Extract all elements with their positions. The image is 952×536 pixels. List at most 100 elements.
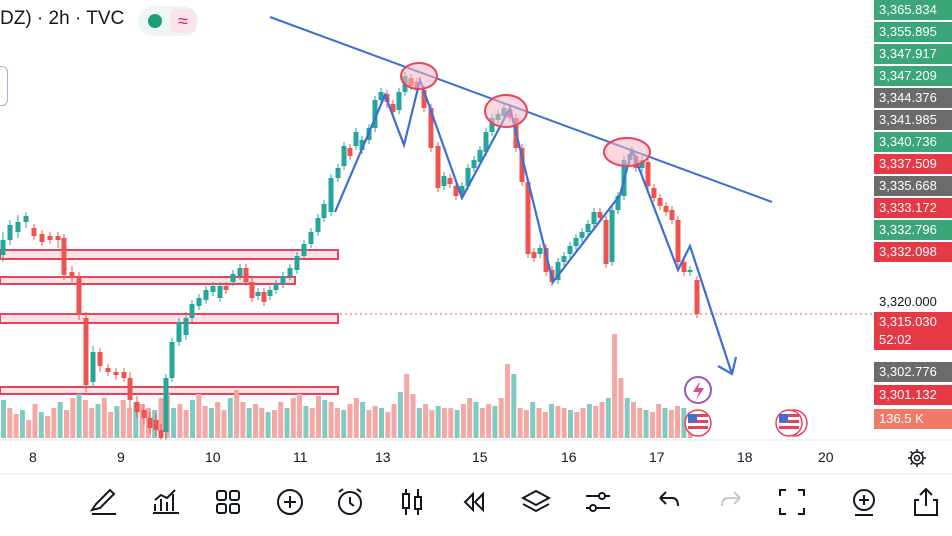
volume-bar [568, 410, 573, 438]
volume-bar [32, 404, 38, 438]
layout-grid-icon[interactable] [210, 484, 246, 520]
indicators-icon[interactable] [148, 484, 184, 520]
candle-body [591, 212, 597, 224]
candle-body [609, 210, 615, 262]
price-axis-label: 3,333.172 [874, 198, 952, 218]
volume-bar [70, 398, 76, 438]
candle-body [543, 248, 549, 272]
volume-bar [580, 408, 586, 438]
candle-body [353, 132, 359, 146]
candle-body [183, 318, 189, 335]
candle-body [55, 236, 61, 240]
price-axis-label: 52:02 [874, 330, 952, 350]
time-axis-label: 10 [205, 449, 221, 465]
candle-body [597, 212, 603, 218]
volume-bar [442, 408, 447, 438]
volume-bar [574, 412, 580, 438]
candle-body [681, 262, 687, 272]
candle-body [255, 292, 261, 296]
candle-body [90, 352, 96, 382]
volume-bar [397, 392, 403, 438]
volume-bar [253, 404, 258, 438]
volume-bar [372, 406, 378, 438]
volume-bar [586, 404, 592, 438]
volume-bar [492, 406, 498, 438]
candle-body [435, 146, 441, 188]
volume-bar [95, 404, 101, 438]
volume-bar [133, 402, 139, 438]
volume-bar [555, 406, 561, 438]
candle-body [210, 286, 216, 292]
candle-body [196, 298, 202, 306]
status-pill[interactable]: ≈ [138, 6, 198, 36]
volume-bar [435, 406, 441, 438]
volume-bar [536, 408, 542, 438]
volume-bar [649, 412, 655, 438]
volume-bar [505, 364, 510, 438]
candle-body [273, 284, 279, 290]
candle-body [372, 100, 378, 128]
layers-icon[interactable] [518, 484, 554, 520]
volume-bar [316, 396, 321, 438]
pencil-icon[interactable] [86, 484, 122, 520]
support-resistance-zone[interactable] [0, 313, 339, 324]
candle-body [61, 238, 67, 275]
symbol-header[interactable]: DZ) · 2h · TVC [0, 8, 125, 29]
candle-body [675, 220, 681, 262]
volume-bar [341, 410, 347, 438]
price-axis-label: 3,332.098 [874, 242, 952, 262]
peak-marker[interactable] [400, 62, 438, 90]
volume-bar [423, 404, 429, 438]
volume-bar [353, 398, 359, 438]
candle-body [23, 216, 29, 222]
candle-body [390, 104, 396, 112]
volume-bar [593, 406, 599, 438]
undo-icon[interactable] [650, 484, 686, 520]
candle-body [158, 430, 164, 438]
bottom-toolbar [0, 476, 952, 536]
add-circle-icon[interactable] [272, 484, 308, 520]
replay-icon[interactable] [456, 484, 492, 520]
candle-body [567, 246, 573, 254]
candles-icon[interactable] [394, 484, 430, 520]
candle-body [396, 92, 402, 110]
candle-body [441, 176, 447, 186]
gear-icon[interactable] [906, 447, 928, 469]
fullscreen-icon[interactable] [774, 484, 810, 520]
us-flag-event-icon[interactable] [684, 409, 712, 437]
candle-body [321, 204, 327, 218]
alarm-icon[interactable] [332, 484, 368, 520]
candle-body [315, 218, 321, 232]
volume-bar [38, 412, 44, 438]
candle-body [471, 160, 477, 168]
candle-body [176, 322, 182, 342]
volume-bar [82, 400, 88, 438]
support-resistance-zone[interactable] [0, 276, 296, 285]
zigzag-path[interactable] [333, 76, 734, 375]
price-axis-label: 3,337.509 [874, 154, 952, 174]
candle-body [477, 150, 483, 162]
redo-icon[interactable] [714, 484, 750, 520]
volume-bar [385, 412, 391, 438]
candle-body [465, 168, 471, 186]
price-chart[interactable] [0, 0, 952, 476]
volume-bar [460, 404, 466, 438]
peak-marker[interactable] [603, 137, 651, 167]
us-flag-event-icon[interactable] [775, 409, 808, 437]
peak-marker[interactable] [484, 94, 528, 128]
settings-sliders-icon[interactable] [580, 484, 616, 520]
candle-body [134, 402, 140, 412]
volume-bar [624, 398, 630, 438]
candle-body [483, 132, 489, 152]
zoom-add-icon[interactable] [846, 484, 882, 520]
volume-bar [190, 400, 195, 438]
share-icon[interactable] [908, 484, 944, 520]
volume-bar [366, 410, 372, 438]
candle-body [7, 225, 13, 240]
price-axis-label: 3,301.132 [874, 385, 952, 405]
volume-bar [410, 394, 416, 438]
time-axis-label: 20 [818, 449, 834, 465]
side-panel-toggle[interactable] [0, 66, 8, 106]
volume-bar [379, 408, 384, 438]
support-resistance-zone[interactable] [0, 249, 339, 260]
